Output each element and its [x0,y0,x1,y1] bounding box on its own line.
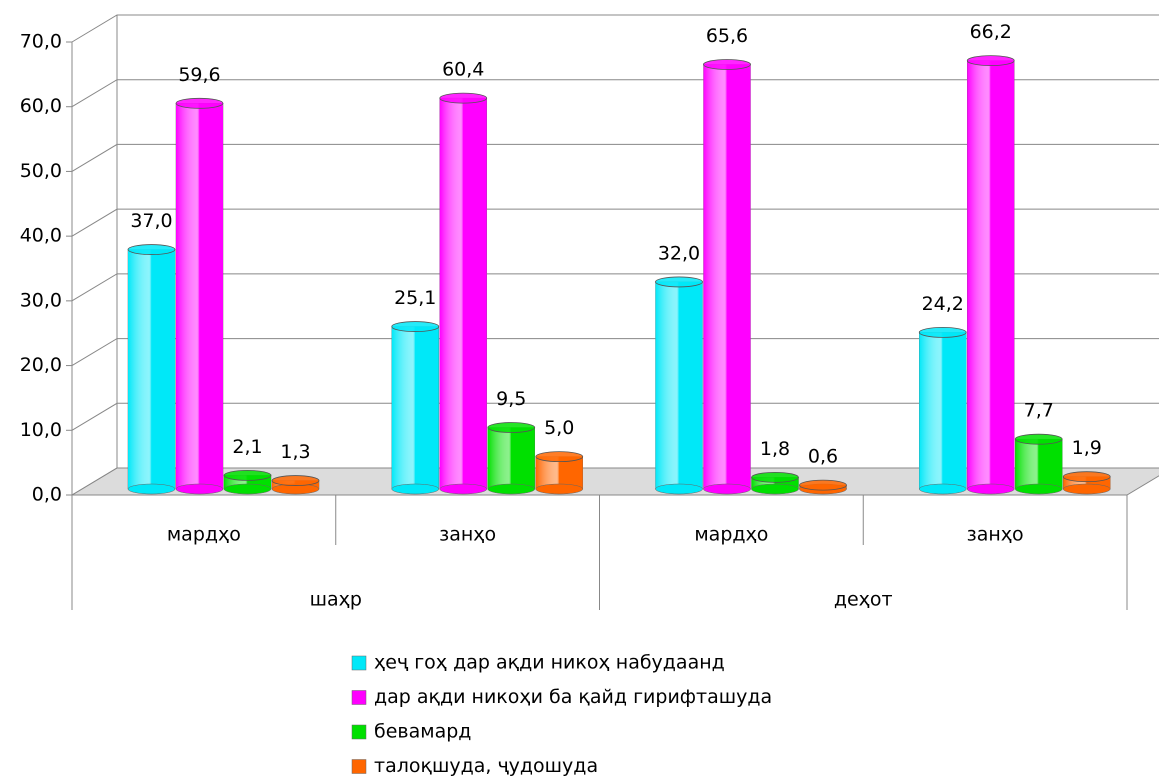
bar-top [391,321,440,332]
bar-base [439,483,487,495]
value-label: 5,0 [544,417,574,439]
bar-shade [391,326,439,489]
value-label: 9,5 [496,388,526,410]
y-tick-label: 50,0 [20,160,62,182]
y-tick-label: 40,0 [20,225,62,247]
bar-top [1062,471,1111,483]
legend-label: бевамард [374,721,471,743]
grid-line [71,79,1159,108]
bar-base [751,483,799,495]
bar-base [655,483,703,495]
legend-swatch [351,655,367,671]
value-label: 1,3 [280,441,310,463]
value-label: 2,1 [232,436,262,458]
y-tick-label: 60,0 [20,95,62,117]
group-label: шаҳр [310,589,362,611]
legend-label: дар ақди никоҳи ба қайд гирифташуда [374,686,772,708]
bar-shade [439,98,487,489]
group-label: деҳот [834,589,893,611]
bar-top [918,326,967,338]
value-label: 1,9 [1072,437,1102,459]
bar-base [703,483,751,495]
value-label: 24,2 [922,293,964,315]
bar-base [175,483,224,495]
bar-shade [967,60,1015,489]
bar-base [535,483,583,495]
bar-top [271,475,320,486]
bar-top [535,451,584,463]
value-label: 7,7 [1024,400,1054,422]
y-tick-label: 20,0 [20,354,62,376]
grid-line [71,402,1159,431]
bar-base [919,483,967,495]
bar-shade [1015,439,1063,489]
bar-shade [487,427,535,489]
bar-top [223,470,272,481]
y-tick-label: 10,0 [20,419,62,441]
value-label: 66,2 [970,21,1012,43]
bar-top [799,479,847,491]
value-label: 37,0 [130,210,172,232]
bar-top [751,471,799,483]
bar-top [655,276,703,288]
bar-base [487,483,535,495]
grid-line [71,467,1159,496]
value-label: 60,4 [442,59,484,81]
bar-shade [128,249,175,489]
bar-base [391,483,439,495]
legend-label: ҳеҷ гоҳ дар ақди никоҳ набудаанд [374,652,725,674]
bar-top [487,422,536,433]
bar-shade [919,332,967,489]
bar-base [223,483,272,495]
y-tick-label: 70,0 [20,31,62,53]
value-label: 1,8 [760,438,790,460]
bar-top [1014,433,1063,445]
y-tick-label: 0,0 [32,484,62,506]
bar-top [966,55,1015,66]
x-tick-label: мардҳо [167,524,241,546]
grid-line [71,14,1159,43]
grid-line [71,143,1159,172]
bar-top [439,92,488,104]
bar-shade [655,281,703,489]
legend-swatch [351,724,367,740]
legend-label: талоқшуда, ҷудошуда [374,755,598,777]
bar-base [1063,483,1111,495]
x-tick-label: занҳо [439,524,496,546]
value-label: 59,6 [178,64,220,86]
grid-line [71,338,1159,367]
bar-top [703,59,751,70]
value-label: 65,6 [706,25,748,47]
bar-top [127,244,176,255]
bar-shade [703,64,751,489]
bar-shade [176,103,223,489]
grid-line [71,208,1159,237]
value-label: 32,0 [658,242,700,264]
x-tick-label: мардҳо [694,524,768,546]
bar-base [967,483,1015,495]
bar-base [1015,483,1063,495]
bar-base [127,483,176,495]
grid-line [71,273,1159,302]
bar-shade [751,477,799,489]
bar-top [175,97,224,109]
value-label: 25,1 [394,287,436,309]
value-label: 0,6 [808,446,838,468]
legend-swatch [351,690,367,705]
y-tick-label: 30,0 [20,289,62,311]
x-tick-label: занҳо [967,524,1024,546]
legend-swatch [351,759,367,774]
